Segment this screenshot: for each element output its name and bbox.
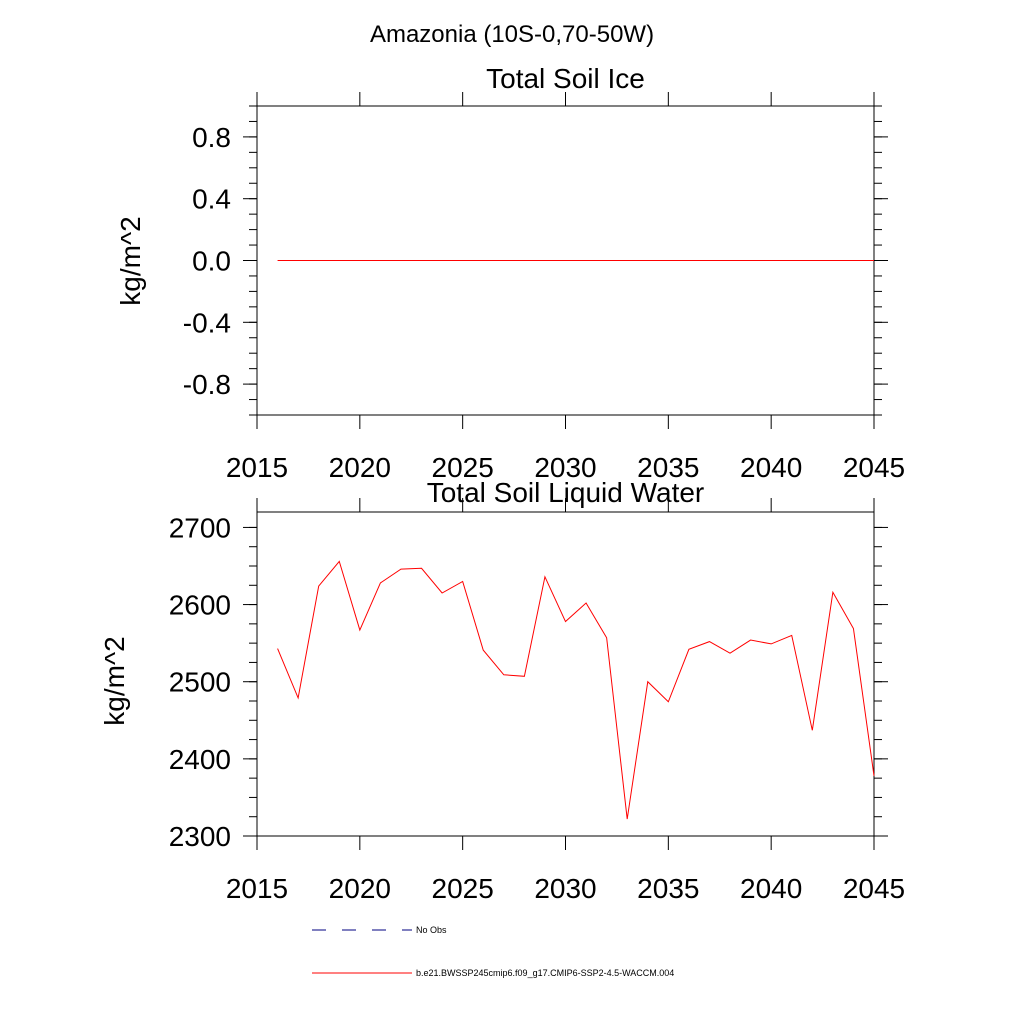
x-tick-label: 2030	[534, 452, 596, 483]
x-tick-label: 2040	[740, 873, 802, 904]
legend: No Obs b.e21.BWSSP245cmip6.f09_g17.CMIP6…	[312, 925, 674, 978]
legend-label-model-run: b.e21.BWSSP245cmip6.f09_g17.CMIP6-SSP2-4…	[416, 968, 674, 978]
x-tick-label: 2030	[534, 873, 596, 904]
y-tick-label: 2500	[169, 667, 231, 698]
y-axis-label: kg/m^2	[99, 636, 130, 725]
y-tick-label: 2300	[169, 821, 231, 852]
x-tick-label: 2020	[329, 873, 391, 904]
series-line	[277, 560, 875, 820]
y-tick-label: 0.4	[192, 184, 231, 215]
x-tick-label: 2035	[637, 873, 699, 904]
y-tick-label: 0.0	[192, 246, 231, 277]
x-tick-label: 2020	[329, 452, 391, 483]
x-tick-label: 2025	[432, 452, 494, 483]
x-tick-label: 2035	[637, 452, 699, 483]
y-tick-label: 2600	[169, 590, 231, 621]
y-tick-label: -0.8	[183, 369, 231, 400]
x-tick-label: 2025	[432, 873, 494, 904]
plot-frame	[256, 511, 875, 837]
x-tick-label: 2015	[226, 452, 288, 483]
chart-title: Total Soil Ice	[486, 63, 645, 94]
legend-label-no-obs: No Obs	[416, 925, 447, 935]
y-tick-label: 2700	[169, 512, 231, 543]
y-tick-label: -0.4	[183, 307, 231, 338]
figure-title: Amazonia (10S-0,70-50W)	[370, 21, 654, 48]
x-tick-label: 2015	[226, 873, 288, 904]
x-tick-label: 2045	[843, 873, 905, 904]
y-tick-label: 2400	[169, 744, 231, 775]
y-tick-label: 0.8	[192, 122, 231, 153]
x-tick-label: 2045	[843, 452, 905, 483]
y-axis-label: kg/m^2	[115, 216, 146, 305]
x-tick-label: 2040	[740, 452, 802, 483]
chart-panel-total-soil-ice: Total Soil Ice 2015 2020 2025 2030 2035 2040 20…	[115, 63, 905, 483]
